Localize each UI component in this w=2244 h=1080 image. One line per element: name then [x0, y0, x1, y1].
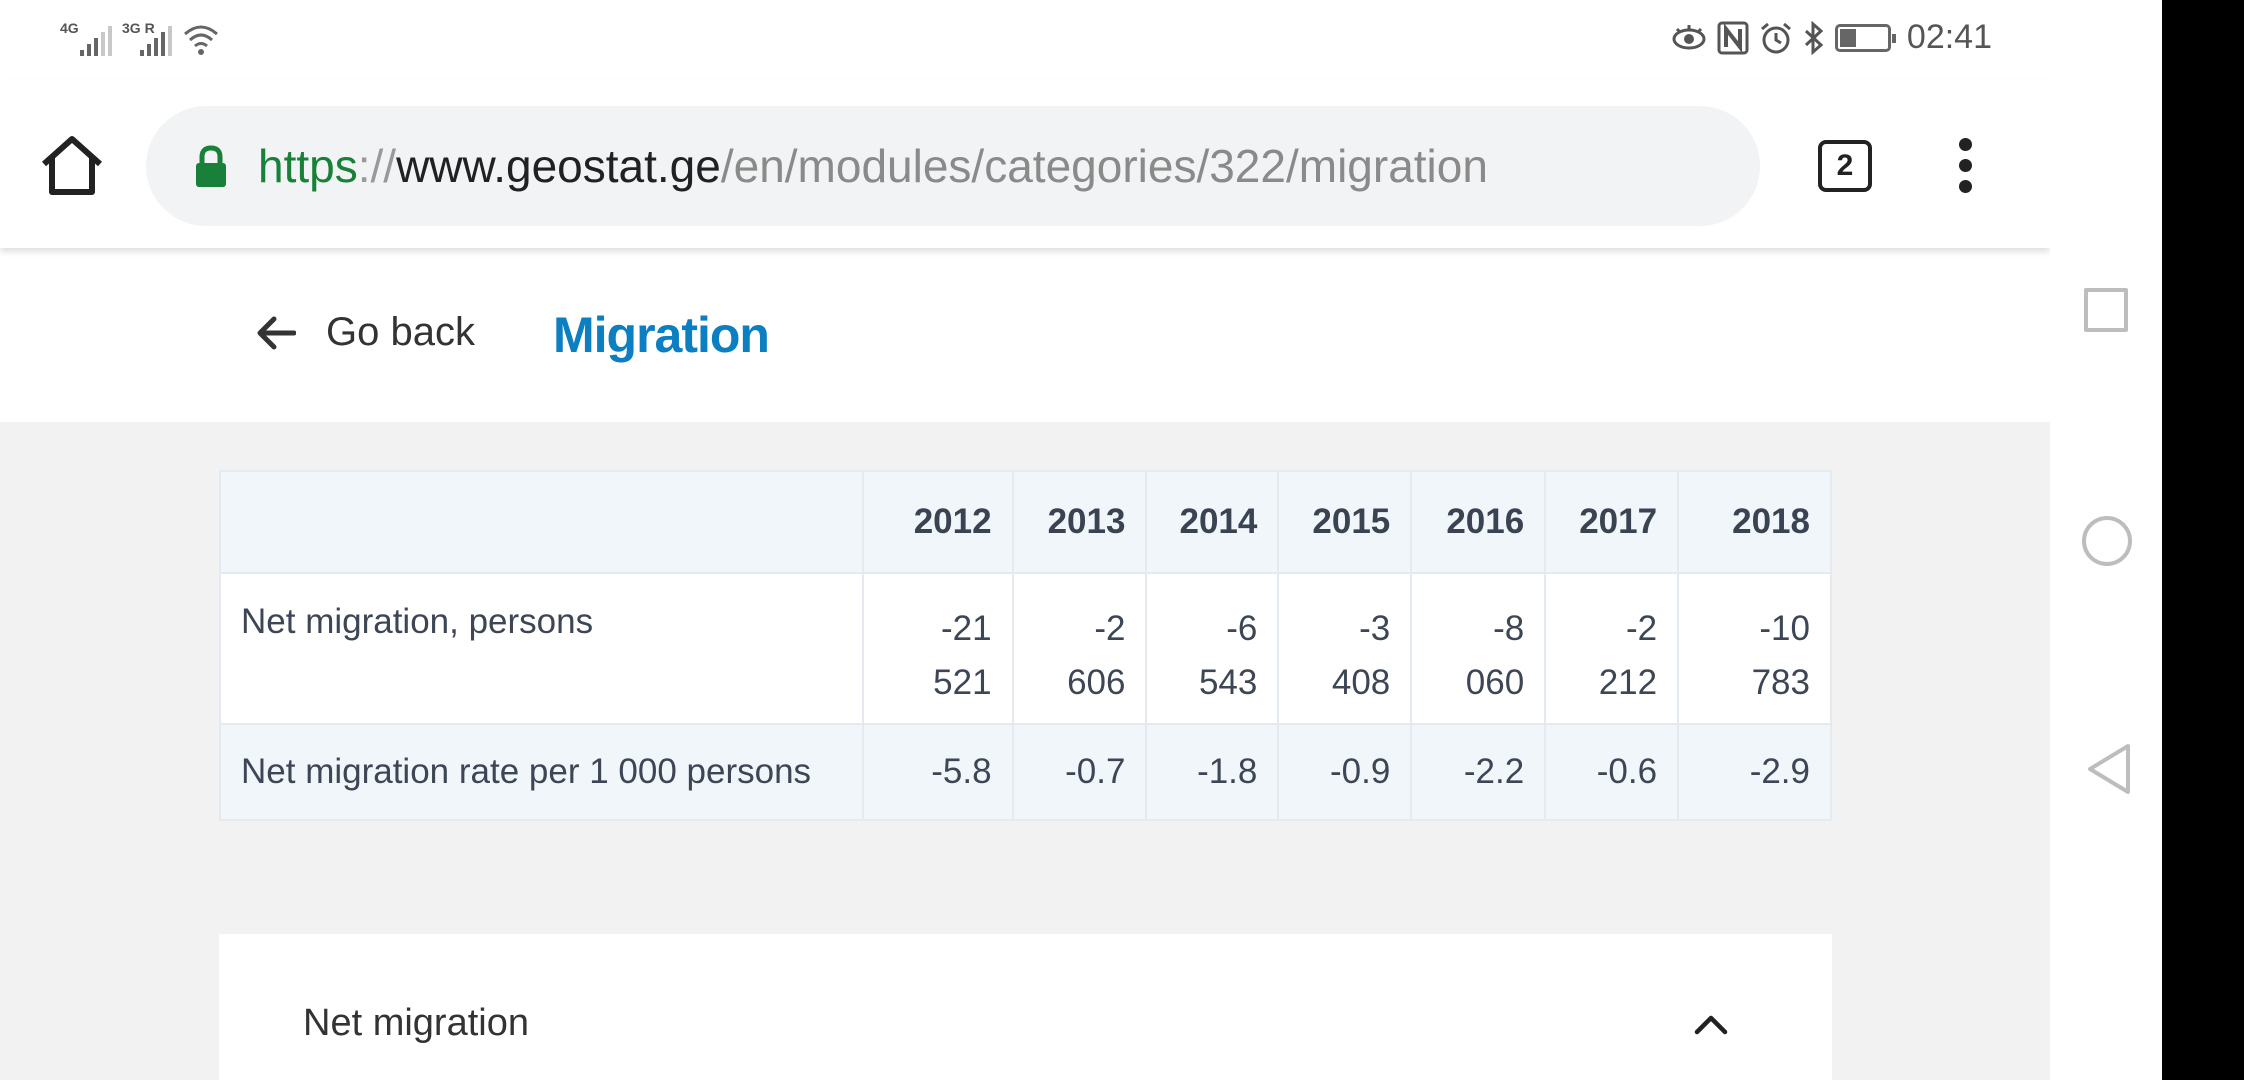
url-text[interactable]: https://www.geostat.ge/en/modules/catego… — [258, 139, 1488, 193]
table-cell: -2.2 — [1410, 723, 1547, 821]
table-cell: -2 606 — [1011, 572, 1148, 725]
tab-switcher-button[interactable]: 2 — [1818, 140, 1872, 192]
migration-table: 2012 2013 2014 2015 2016 2017 2018 Net m… — [219, 470, 1832, 821]
page-title: Migration — [553, 307, 770, 363]
column-header: 2018 — [1677, 470, 1832, 574]
table-cell: -0.6 — [1544, 723, 1680, 821]
table-row: Net migration rate per 1 000 persons -5.… — [219, 723, 1832, 821]
home-icon[interactable] — [38, 134, 106, 196]
column-header: 2016 — [1410, 470, 1547, 574]
status-time: 02:41 — [1906, 18, 1992, 56]
back-triangle-icon[interactable] — [2084, 742, 2132, 796]
nfc-icon — [1717, 21, 1749, 54]
table-row: Net migration, persons -21 521 -2 606 -6… — [219, 572, 1832, 725]
column-header: 2014 — [1145, 470, 1280, 574]
table-cell: -21 521 — [861, 572, 1014, 725]
eye-icon — [1672, 24, 1706, 49]
table-cell: -2.9 — [1677, 723, 1832, 821]
lock-icon — [196, 145, 226, 187]
screen-edge — [2162, 0, 2244, 1080]
accordion-title: Net migration — [303, 1002, 529, 1044]
table-header-row: 2012 2013 2014 2015 2016 2017 2018 — [219, 470, 1832, 574]
table-cell: -3 408 — [1277, 572, 1413, 725]
table-cell: -10 783 — [1677, 572, 1832, 725]
cell-value: -2 212 — [1598, 609, 1658, 702]
table-cell: -0.7 — [1011, 723, 1148, 821]
table-cell: -5.8 — [861, 723, 1014, 821]
home-circle-icon[interactable] — [2082, 516, 2132, 566]
battery-icon — [1834, 23, 1896, 52]
url-scheme: https — [258, 140, 358, 192]
status-bar: 4G 3G R — [0, 0, 2050, 80]
url-host: www.geostat.ge — [396, 140, 721, 192]
go-back-label: Go back — [326, 310, 475, 354]
cell-value: -6 543 — [1198, 609, 1258, 702]
screen: 4G 3G R — [0, 0, 2050, 1080]
row-label: Net migration rate per 1 000 persons — [219, 723, 864, 821]
row-label: Net migration, persons — [219, 572, 864, 725]
status-right-group: 02:41 — [1671, 18, 1992, 57]
cell-value: -21 521 — [933, 609, 992, 702]
go-back-link[interactable]: Go back — [256, 310, 475, 355]
wifi-icon — [184, 25, 218, 55]
page-header: Go back Migration — [0, 248, 2050, 422]
table-cell: -2 212 — [1544, 572, 1680, 725]
browser-toolbar: https://www.geostat.ge/en/modules/catego… — [0, 80, 2050, 248]
column-header: 2017 — [1544, 470, 1680, 574]
recents-square-icon[interactable] — [2084, 288, 2128, 332]
chevron-up-icon[interactable] — [1693, 1012, 1729, 1036]
signal-3g-roaming-icon — [140, 22, 172, 56]
cell-value: -10 783 — [1751, 609, 1810, 702]
sim1-label: 4G — [60, 20, 79, 36]
table-cell: -1.8 — [1145, 723, 1280, 821]
system-nav-bar — [2050, 0, 2162, 1080]
signal-4g-icon — [80, 22, 112, 56]
bluetooth-icon — [1804, 20, 1824, 55]
alarm-icon — [1760, 22, 1791, 53]
cell-value: -8 060 — [1465, 609, 1525, 702]
column-header: 2013 — [1011, 470, 1148, 574]
table-cell: -8 060 — [1410, 572, 1547, 725]
arrow-left-icon — [257, 316, 296, 349]
net-migration-accordion[interactable]: Net migration — [219, 934, 1832, 1080]
url-path: /en/modules/categories/322/migration — [720, 140, 1488, 192]
cell-value: -2 606 — [1067, 609, 1126, 702]
table-cell: -0.9 — [1277, 723, 1413, 821]
address-bar[interactable]: https://www.geostat.ge/en/modules/catego… — [146, 106, 1760, 226]
more-vert-icon[interactable] — [1950, 138, 1980, 198]
cell-value: -3 408 — [1331, 609, 1391, 702]
url-separator: :// — [357, 140, 397, 192]
column-header — [219, 470, 864, 574]
table-cell: -6 543 — [1145, 572, 1280, 725]
sim2-label: 3G R — [122, 20, 155, 36]
column-header: 2012 — [861, 470, 1014, 574]
column-header: 2015 — [1277, 470, 1413, 574]
